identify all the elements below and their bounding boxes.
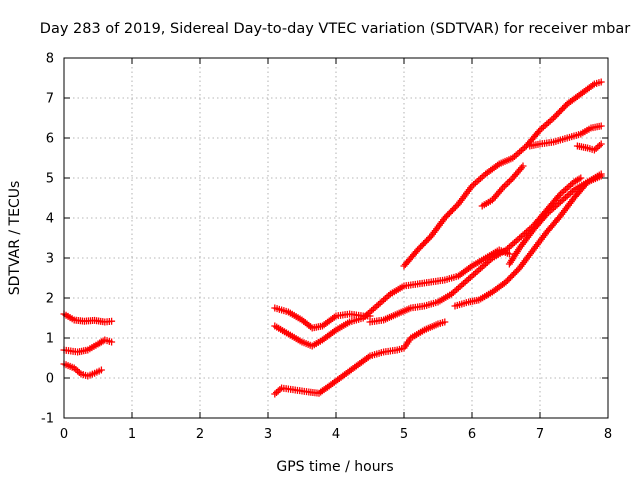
series-2 — [60, 170, 605, 356]
x-tick-label: 0 — [60, 427, 68, 442]
y-tick-label: 1 — [46, 332, 54, 347]
data-point — [108, 338, 116, 346]
x-tick-label: 3 — [264, 427, 272, 442]
y-tick-label: 7 — [46, 92, 54, 107]
data-point — [418, 241, 426, 249]
data-point — [424, 235, 432, 243]
data-point — [507, 273, 515, 281]
data-point — [441, 214, 449, 222]
series-4 — [400, 78, 605, 270]
y-tick-label: -1 — [41, 412, 54, 427]
data-point — [415, 244, 423, 252]
data-point — [445, 209, 453, 217]
data-point — [597, 78, 605, 86]
data-points — [60, 78, 605, 398]
data-point — [504, 179, 512, 187]
y-tick-label: 5 — [46, 172, 54, 187]
data-point — [597, 172, 605, 180]
x-tick-label: 7 — [536, 427, 544, 442]
data-point — [414, 246, 422, 254]
data-point — [448, 206, 456, 214]
data-point — [550, 114, 558, 122]
data-point — [97, 366, 105, 374]
data-point — [541, 212, 549, 220]
x-axis-label: GPS time / hours — [276, 459, 393, 475]
data-point — [502, 278, 510, 286]
data-point — [451, 203, 459, 211]
data-point — [559, 105, 567, 113]
x-tick-label: 5 — [400, 427, 408, 442]
data-point — [597, 140, 605, 148]
data-point — [421, 238, 429, 246]
x-tick-label: 1 — [128, 427, 136, 442]
axis-ticks: 0 1 2 3 4 5 6 7 8 -1 0 1 2 3 4 5 6 7 8 — [41, 52, 612, 443]
data-point — [444, 211, 452, 219]
data-point — [560, 103, 568, 111]
x-tick-label: 6 — [468, 427, 476, 442]
series-3 — [60, 172, 605, 398]
data-point — [597, 122, 605, 130]
data-point — [505, 250, 513, 258]
y-tick-label: 0 — [46, 372, 54, 387]
data-point — [511, 269, 519, 277]
x-tick-label: 4 — [332, 427, 340, 442]
data-point — [519, 162, 527, 170]
y-tick-label: 3 — [46, 252, 54, 267]
data-point — [502, 181, 510, 189]
y-tick-label: 4 — [46, 212, 54, 227]
x-tick-label: 8 — [604, 427, 612, 442]
data-point — [535, 128, 543, 136]
data-point — [423, 237, 431, 245]
data-point — [551, 112, 559, 120]
data-point — [508, 272, 516, 280]
y-axis-label: SDTVAR / TECUs — [7, 181, 23, 296]
data-point — [510, 270, 518, 278]
y-tick-label: 6 — [46, 132, 54, 147]
data-point — [450, 205, 458, 213]
data-point — [553, 111, 561, 119]
chart-title: Day 283 of 2019, Sidereal Day-to-day VTE… — [40, 21, 630, 37]
x-tick-label: 2 — [196, 427, 204, 442]
data-point — [577, 174, 585, 182]
data-point — [505, 275, 513, 283]
y-tick-label: 2 — [46, 292, 54, 307]
data-point — [108, 317, 116, 325]
data-point — [556, 108, 564, 116]
data-point — [447, 208, 455, 216]
data-point — [417, 243, 425, 251]
data-point — [554, 109, 562, 117]
data-point — [557, 106, 565, 114]
y-tick-label: 8 — [46, 52, 54, 67]
data-point — [441, 318, 449, 326]
data-point — [504, 276, 512, 284]
data-point — [420, 240, 428, 248]
data-point — [442, 212, 450, 220]
data-point — [500, 182, 508, 190]
data-point — [555, 192, 563, 200]
data-point — [513, 267, 521, 275]
data-point — [505, 177, 513, 185]
data-point — [507, 176, 515, 184]
